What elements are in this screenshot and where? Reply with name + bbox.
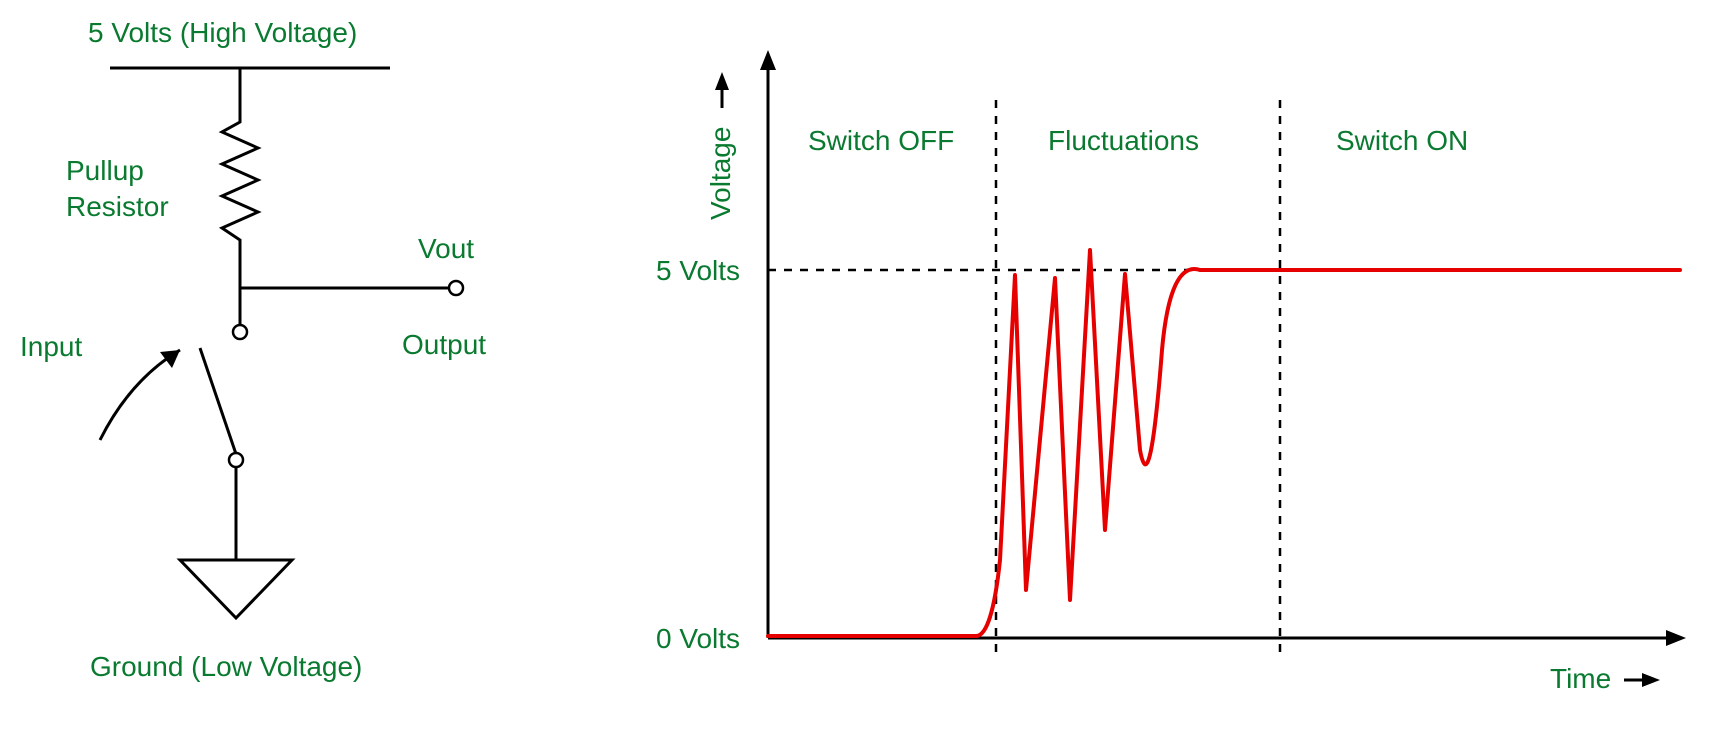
voltage-graph: Voltage Time 5 Volts 0 Volts Switch OFF … xyxy=(656,50,1686,694)
output-label: Output xyxy=(402,329,486,360)
pullup-label-1: Pullup xyxy=(66,155,144,186)
time-arrow-head xyxy=(1642,673,1660,687)
circuit-diagram: 5 Volts (High Voltage) Pullup Resistor V… xyxy=(20,17,486,682)
pullup-label-2: Resistor xyxy=(66,191,169,222)
input-label: Input xyxy=(20,331,82,362)
signal-path xyxy=(768,250,1680,636)
y-axis-arrowhead xyxy=(760,50,776,70)
vout-label: Vout xyxy=(418,233,474,264)
switch-bottom-terminal xyxy=(229,453,243,467)
switch-off-label: Switch OFF xyxy=(808,125,954,156)
input-arrowhead xyxy=(160,350,180,368)
voltage-arrow-head xyxy=(715,72,729,90)
diagram-container: 5 Volts (High Voltage) Pullup Resistor V… xyxy=(0,0,1717,736)
x-axis-arrowhead xyxy=(1666,630,1686,646)
vout-terminal xyxy=(449,281,463,295)
switch-top-terminal xyxy=(233,325,247,339)
fluctuations-label: Fluctuations xyxy=(1048,125,1199,156)
pullup-resistor xyxy=(222,110,258,248)
switch-on-label: Switch ON xyxy=(1336,125,1468,156)
zero-volts-label: 0 Volts xyxy=(656,623,740,654)
ground-symbol xyxy=(180,560,292,618)
input-arrow xyxy=(100,350,180,440)
ground-label: Ground (Low Voltage) xyxy=(90,651,362,682)
voltage-axis-label: Voltage xyxy=(705,127,736,220)
five-volts-label: 5 Volts xyxy=(656,255,740,286)
time-axis-label: Time xyxy=(1550,663,1611,694)
switch-arm xyxy=(200,348,236,454)
high-voltage-label: 5 Volts (High Voltage) xyxy=(88,17,357,48)
